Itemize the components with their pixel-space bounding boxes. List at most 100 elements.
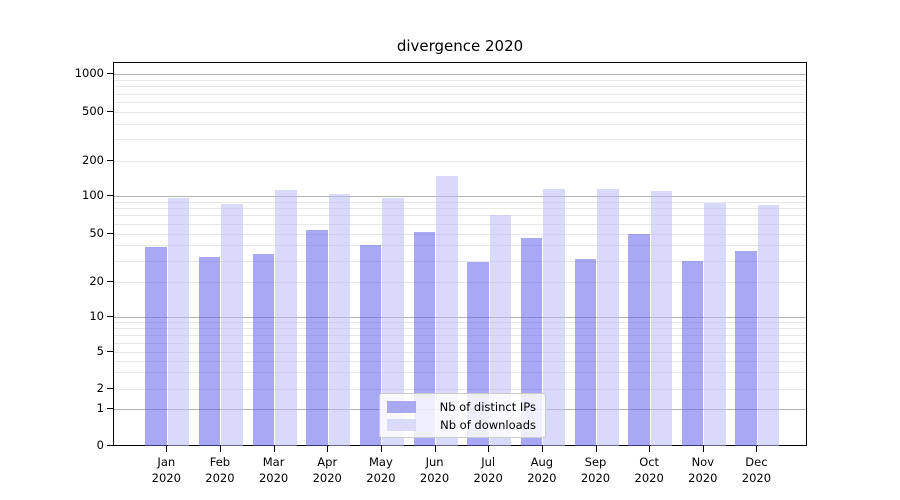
bar-distinct-ips bbox=[145, 246, 167, 446]
bar-distinct-ips bbox=[306, 230, 328, 446]
bar-downloads bbox=[221, 204, 243, 446]
x-axis-tick bbox=[756, 446, 758, 452]
y-tick-label: 500 bbox=[82, 103, 104, 118]
x-tick-label: Jun 2020 bbox=[419, 455, 450, 485]
y-tick-label: 200 bbox=[82, 152, 104, 167]
x-tick-label: Sep 2020 bbox=[580, 455, 611, 485]
legend-swatch-distinct-ips bbox=[387, 401, 416, 413]
plot-area bbox=[113, 62, 807, 446]
x-axis-tick bbox=[273, 446, 275, 452]
x-tick-label: Apr 2020 bbox=[312, 455, 342, 485]
minor-gridline bbox=[114, 86, 806, 88]
x-axis-tick bbox=[541, 446, 543, 452]
y-axis-tick bbox=[107, 195, 113, 196]
minor-gridline bbox=[114, 123, 806, 125]
bar-downloads bbox=[757, 205, 780, 446]
bar-distinct-ips bbox=[198, 257, 221, 446]
bar-downloads bbox=[436, 175, 458, 446]
bar-downloads bbox=[543, 189, 565, 446]
y-axis-tick bbox=[107, 159, 113, 161]
bar-distinct-ips bbox=[681, 260, 704, 446]
x-axis-tick bbox=[649, 446, 651, 452]
y-axis-tick bbox=[107, 232, 113, 234]
bar-distinct-ips bbox=[735, 250, 757, 446]
legend-label-downloads: Nb of downloads bbox=[440, 418, 536, 432]
y-axis-tick bbox=[107, 281, 113, 282]
bar-distinct-ips bbox=[252, 253, 275, 446]
minor-gridline bbox=[114, 215, 806, 217]
bar-downloads bbox=[275, 189, 297, 446]
x-tick-label: Dec 2020 bbox=[741, 455, 772, 485]
y-axis-tick bbox=[107, 407, 113, 409]
y-axis-tick bbox=[107, 110, 113, 112]
bar-downloads bbox=[328, 193, 351, 446]
y-tick-label: 0 bbox=[96, 438, 104, 453]
legend-item-distinct-ips: Nb of distinct IPs bbox=[387, 399, 536, 415]
x-tick-label: Jul 2020 bbox=[473, 455, 503, 485]
y-axis-tick bbox=[107, 445, 113, 447]
y-tick-label: 5 bbox=[96, 344, 104, 358]
minor-gridline bbox=[114, 352, 806, 353]
bar-distinct-ips bbox=[628, 233, 650, 446]
y-axis-tick bbox=[107, 73, 113, 75]
x-axis-tick bbox=[488, 446, 490, 452]
x-tick-label: Jan 2020 bbox=[151, 455, 181, 485]
y-axis-tick bbox=[107, 387, 113, 389]
y-axis-tick bbox=[107, 351, 113, 352]
y-tick-label: 1000 bbox=[74, 66, 104, 81]
minor-gridline bbox=[114, 138, 806, 140]
x-tick-label: Oct 2020 bbox=[634, 455, 664, 485]
minor-gridline bbox=[114, 322, 806, 324]
x-tick-label: May 2020 bbox=[366, 455, 396, 485]
x-tick-label: Aug 2020 bbox=[527, 455, 557, 485]
bar-distinct-ips bbox=[413, 232, 436, 446]
x-axis-tick bbox=[327, 446, 329, 452]
major-gridline bbox=[114, 74, 806, 76]
y-tick-label: 20 bbox=[89, 274, 104, 288]
legend-item-downloads: Nb of downloads bbox=[387, 417, 536, 433]
x-axis-tick bbox=[380, 446, 382, 452]
y-tick-label: 2 bbox=[96, 380, 104, 395]
bar-downloads bbox=[597, 189, 619, 446]
x-axis-tick bbox=[434, 446, 436, 452]
bar-downloads bbox=[489, 215, 512, 446]
minor-gridline bbox=[114, 233, 806, 235]
minor-gridline bbox=[114, 335, 806, 336]
legend-swatch-downloads bbox=[387, 419, 416, 431]
minor-gridline bbox=[114, 79, 806, 81]
x-axis-tick bbox=[702, 446, 704, 452]
y-tick-label: 10 bbox=[89, 309, 104, 323]
minor-gridline bbox=[114, 282, 806, 283]
y-axis-tick bbox=[107, 316, 113, 317]
minor-gridline bbox=[114, 160, 806, 162]
minor-gridline bbox=[114, 372, 806, 374]
bar-downloads bbox=[650, 191, 673, 446]
minor-gridline bbox=[114, 208, 806, 210]
bar-distinct-ips bbox=[359, 245, 382, 446]
legend-label-distinct-ips: Nb of distinct IPs bbox=[439, 400, 536, 414]
major-gridline bbox=[114, 196, 806, 197]
bar-distinct-ips bbox=[574, 258, 596, 446]
y-tick-label: 1 bbox=[96, 400, 104, 415]
minor-gridline bbox=[114, 245, 806, 247]
x-tick-label: Mar 2020 bbox=[258, 455, 289, 485]
x-tick-label: Feb 2020 bbox=[205, 455, 235, 485]
minor-gridline bbox=[114, 342, 806, 344]
minor-gridline bbox=[114, 260, 806, 262]
minor-gridline bbox=[114, 388, 806, 390]
x-axis-tick bbox=[595, 446, 597, 452]
bar-downloads bbox=[167, 198, 190, 446]
minor-gridline bbox=[114, 223, 806, 225]
x-axis-tick bbox=[166, 446, 168, 452]
minor-gridline bbox=[114, 328, 806, 330]
minor-gridline bbox=[114, 201, 806, 203]
major-gridline bbox=[114, 317, 806, 318]
y-tick-label: 100 bbox=[82, 188, 104, 202]
minor-gridline bbox=[114, 111, 806, 113]
minor-gridline bbox=[114, 93, 806, 95]
chart-title: divergence 2020 bbox=[396, 37, 524, 55]
bar-downloads bbox=[382, 198, 404, 446]
minor-gridline bbox=[114, 360, 806, 362]
x-axis-tick bbox=[219, 446, 221, 452]
